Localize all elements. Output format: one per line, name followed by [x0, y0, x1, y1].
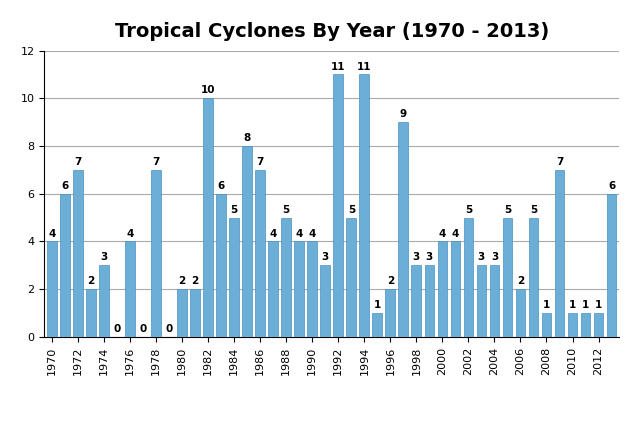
Bar	[528, 218, 538, 337]
Text: 1: 1	[569, 300, 576, 310]
Text: 4: 4	[452, 229, 459, 239]
Bar	[490, 265, 499, 337]
Text: 6: 6	[608, 181, 615, 191]
Title: Tropical Cyclones By Year (1970 - 2013): Tropical Cyclones By Year (1970 - 2013)	[114, 21, 549, 41]
Bar	[178, 289, 187, 337]
Text: 7: 7	[257, 157, 264, 167]
Text: 1: 1	[595, 300, 602, 310]
Bar	[281, 218, 291, 337]
Bar	[320, 265, 330, 337]
Bar	[516, 289, 525, 337]
Bar	[502, 218, 513, 337]
Text: 9: 9	[400, 109, 407, 119]
Bar	[242, 146, 252, 337]
Text: 3: 3	[100, 252, 107, 262]
Text: 11: 11	[357, 61, 372, 72]
Bar	[607, 194, 616, 337]
Bar	[47, 241, 57, 337]
Bar	[555, 170, 564, 337]
Text: 7: 7	[556, 157, 563, 167]
Text: 5: 5	[283, 205, 290, 215]
Bar	[542, 313, 551, 337]
Text: 2: 2	[387, 276, 394, 286]
Text: 3: 3	[413, 252, 420, 262]
Bar	[372, 313, 382, 337]
Bar	[334, 75, 343, 337]
Text: 5: 5	[348, 205, 355, 215]
Bar	[346, 218, 356, 337]
Bar	[229, 218, 239, 337]
Text: 4: 4	[126, 229, 134, 239]
Text: 8: 8	[243, 133, 251, 143]
Bar	[269, 241, 278, 337]
Text: 0: 0	[166, 324, 173, 334]
Text: 1: 1	[374, 300, 381, 310]
Text: 6: 6	[61, 181, 69, 191]
Bar	[451, 241, 460, 337]
Text: 0: 0	[140, 324, 147, 334]
Bar	[581, 313, 590, 337]
Bar	[568, 313, 578, 337]
Bar	[411, 265, 422, 337]
Text: 5: 5	[465, 205, 472, 215]
Text: 7: 7	[152, 157, 160, 167]
Bar	[463, 218, 473, 337]
Text: 3: 3	[478, 252, 485, 262]
Text: 5: 5	[231, 205, 238, 215]
Bar	[307, 241, 317, 337]
Bar	[425, 265, 434, 337]
Bar	[255, 170, 265, 337]
Bar	[399, 122, 408, 337]
Text: 4: 4	[296, 229, 303, 239]
Bar	[477, 265, 486, 337]
Text: 11: 11	[331, 61, 346, 72]
Text: 7: 7	[75, 157, 82, 167]
Bar	[151, 170, 161, 337]
Text: 10: 10	[201, 85, 216, 96]
Bar	[204, 98, 213, 337]
Text: 4: 4	[270, 229, 277, 239]
Bar	[216, 194, 226, 337]
Text: 4: 4	[49, 229, 56, 239]
Text: 3: 3	[322, 252, 329, 262]
Bar	[99, 265, 109, 337]
Text: 1: 1	[582, 300, 589, 310]
Text: 3: 3	[426, 252, 433, 262]
Text: 2: 2	[87, 276, 95, 286]
Text: 3: 3	[491, 252, 498, 262]
Text: 4: 4	[439, 229, 446, 239]
Text: 1: 1	[543, 300, 550, 310]
Text: 5: 5	[530, 205, 537, 215]
Bar	[360, 75, 369, 337]
Bar	[295, 241, 304, 337]
Text: 2: 2	[178, 276, 186, 286]
Bar	[125, 241, 135, 337]
Bar	[73, 170, 83, 337]
Text: 4: 4	[308, 229, 316, 239]
Bar	[593, 313, 604, 337]
Text: 6: 6	[217, 181, 225, 191]
Text: 2: 2	[191, 276, 199, 286]
Bar	[86, 289, 96, 337]
Bar	[437, 241, 447, 337]
Bar	[386, 289, 395, 337]
Text: 5: 5	[504, 205, 511, 215]
Text: 2: 2	[517, 276, 524, 286]
Text: 0: 0	[114, 324, 121, 334]
Bar	[190, 289, 200, 337]
Bar	[60, 194, 70, 337]
